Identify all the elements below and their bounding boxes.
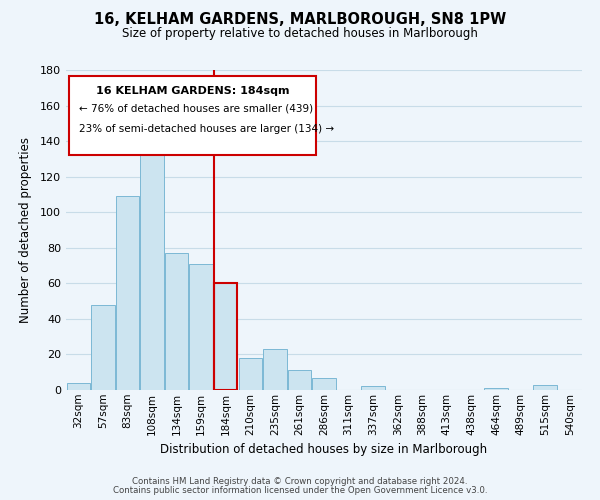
- Bar: [288, 370, 311, 390]
- Bar: [214, 284, 238, 390]
- Bar: [263, 349, 287, 390]
- Bar: [67, 383, 90, 390]
- Bar: [313, 378, 335, 390]
- Y-axis label: Number of detached properties: Number of detached properties: [19, 137, 32, 323]
- Bar: [361, 386, 385, 390]
- Text: ← 76% of detached houses are smaller (439): ← 76% of detached houses are smaller (43…: [79, 104, 313, 114]
- X-axis label: Distribution of detached houses by size in Marlborough: Distribution of detached houses by size …: [160, 443, 488, 456]
- Bar: [116, 196, 139, 390]
- Bar: [190, 264, 213, 390]
- Bar: [165, 253, 188, 390]
- Bar: [484, 388, 508, 390]
- Bar: [91, 304, 115, 390]
- Bar: [239, 358, 262, 390]
- Text: 23% of semi-detached houses are larger (134) →: 23% of semi-detached houses are larger (…: [79, 124, 334, 134]
- Text: 16 KELHAM GARDENS: 184sqm: 16 KELHAM GARDENS: 184sqm: [95, 86, 289, 96]
- Text: Size of property relative to detached houses in Marlborough: Size of property relative to detached ho…: [122, 28, 478, 40]
- Text: Contains public sector information licensed under the Open Government Licence v3: Contains public sector information licen…: [113, 486, 487, 495]
- Bar: [140, 150, 164, 390]
- Bar: [533, 384, 557, 390]
- Text: Contains HM Land Registry data © Crown copyright and database right 2024.: Contains HM Land Registry data © Crown c…: [132, 477, 468, 486]
- Text: 16, KELHAM GARDENS, MARLBOROUGH, SN8 1PW: 16, KELHAM GARDENS, MARLBOROUGH, SN8 1PW: [94, 12, 506, 28]
- FancyBboxPatch shape: [68, 76, 316, 155]
